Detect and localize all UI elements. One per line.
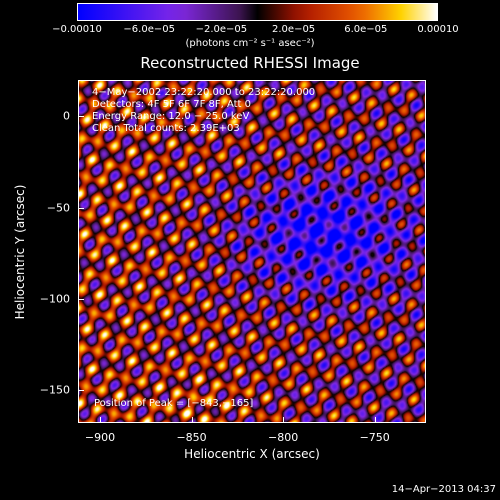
peak-position-label: Position of Peak = [−843,−165] <box>94 398 254 409</box>
colorbar-tick-label: 0.00010 <box>417 24 459 35</box>
heatmap-image <box>78 80 426 423</box>
annotation-total-counts: Clean Total counts: 2.39E+03 <box>92 123 240 134</box>
colorbar-tick-label: −2.0e−05 <box>195 24 248 35</box>
x-tick-label: −800 <box>268 431 299 444</box>
colorbar-tick-label: −0.00010 <box>52 24 102 35</box>
x-tick-label: −750 <box>359 431 390 444</box>
x-tick-mark <box>283 417 285 423</box>
y-tick-label: 0 <box>63 109 70 123</box>
colorbar-tick-label: −6.0e−05 <box>123 24 175 35</box>
colorbar <box>77 3 438 21</box>
x-tick-label: −900 <box>84 431 116 444</box>
annotation-layer: 4−May−2002 23:22:20.000 to 23:22:20.000 … <box>78 80 426 423</box>
y-tick-mark <box>78 116 84 118</box>
footer-timestamp: 14−Apr−2013 04:37 <box>391 484 496 495</box>
x-tick-mark <box>99 417 101 423</box>
y-tick-label: −50 <box>46 201 70 215</box>
annotation-time-range: 4−May−2002 23:22:20.000 to 23:22:20.000 <box>92 87 316 98</box>
y-tick-label: −100 <box>39 292 70 306</box>
annotation-detectors: Detectors: 4F 5F 6F 7F 8F, Att 0 <box>92 99 252 110</box>
colorbar-tick-label: 6.0e−05 <box>344 24 388 35</box>
x-axis-label: Heliocentric X (arcsec) <box>184 447 320 461</box>
y-tick-label: −150 <box>39 383 70 397</box>
colorbar-unit: (photons cm⁻² s⁻¹ asec⁻²) <box>185 38 315 49</box>
x-tick-mark <box>374 417 376 423</box>
plot-frame <box>78 80 426 423</box>
y-tick-mark <box>78 207 84 209</box>
colorbar-tick-label: 2.0e−05 <box>272 24 316 35</box>
y-axis-label: Heliocentric Y (arcsec) <box>13 184 27 320</box>
x-tick-mark <box>191 417 193 423</box>
annotation-energy-range: Energy Range: 12.0 − 25.0 keV <box>92 111 250 122</box>
y-tick-mark <box>78 298 84 300</box>
chart-title: Reconstructed RHESSI Image <box>140 54 360 72</box>
y-tick-mark <box>78 390 84 392</box>
x-tick-label: −850 <box>176 431 207 444</box>
